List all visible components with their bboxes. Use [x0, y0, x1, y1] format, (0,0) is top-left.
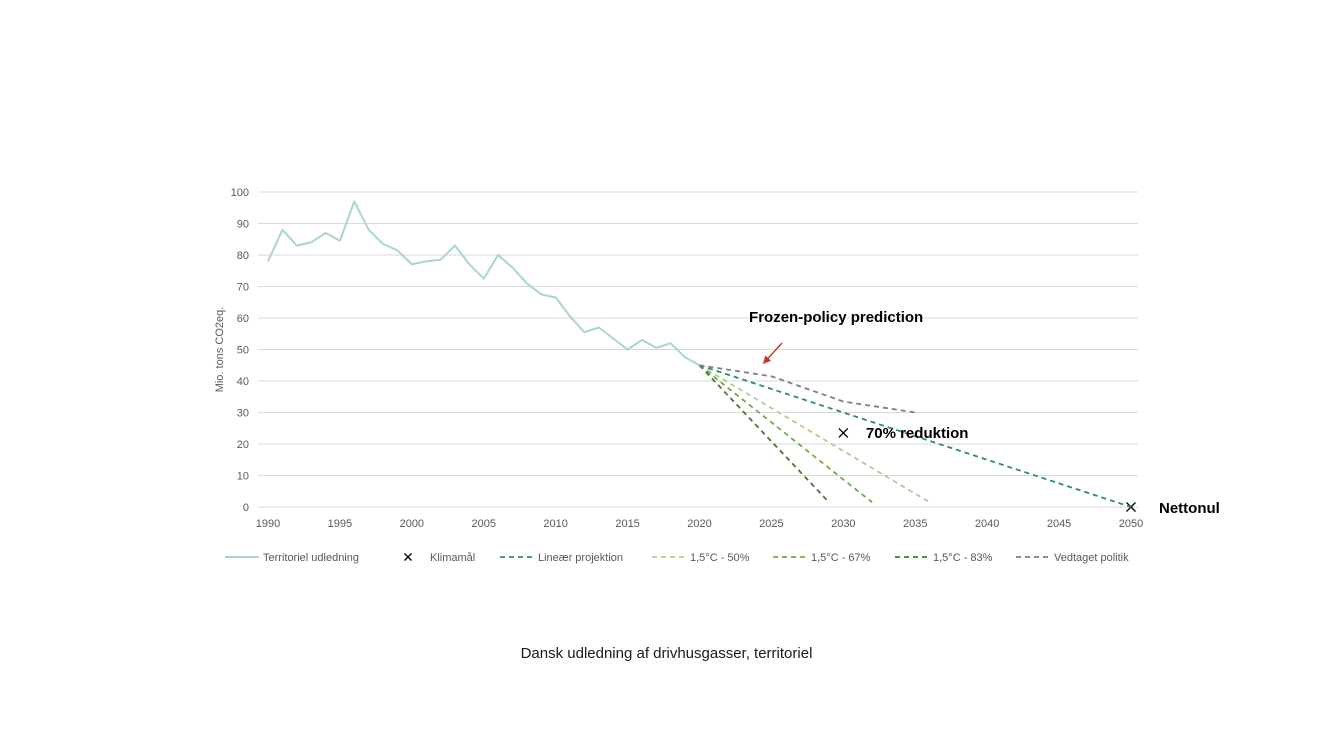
- legend-item-1: Klimamål: [404, 552, 475, 564]
- figure-caption: Dansk udledning af drivhusgasser, territ…: [520, 645, 813, 662]
- legend-label: 1,5°C - 67%: [811, 552, 871, 564]
- series-line-5: [698, 364, 830, 503]
- legend-label: 1,5°C - 83%: [933, 552, 993, 564]
- legend-item-4: 1,5°C - 67%: [773, 552, 871, 564]
- series-lines: [267, 200, 1136, 512]
- legend-item-6: Vedtaget politik: [1016, 552, 1129, 564]
- frozen-policy-annotation: Frozen-policy prediction: [749, 309, 923, 326]
- x-tick-label: 2040: [975, 518, 999, 530]
- legend-item-3: 1,5°C - 50%: [652, 552, 750, 564]
- y-tick-label: 90: [237, 219, 249, 231]
- legend-label: 1,5°C - 50%: [690, 552, 750, 564]
- legend-marker: [404, 553, 412, 561]
- y-tick-label: 60: [237, 313, 249, 325]
- y-tick-label: 100: [231, 187, 249, 199]
- x-tick-label: 2035: [903, 518, 927, 530]
- y-tick-label: 70: [237, 282, 249, 294]
- x-tick-label: 2020: [687, 518, 711, 530]
- legend-label: Lineær projektion: [538, 552, 623, 564]
- legend: Territoriel udledning Klimamål Lineær proj…: [225, 552, 1129, 564]
- y-axis-label: Mio. tons CO2eq.: [214, 307, 226, 393]
- frozen-policy-arrow: [762, 342, 783, 365]
- x-tick-label: 2050: [1119, 518, 1143, 530]
- klimamaal-marker: [838, 428, 849, 438]
- x-tick-label: 1990: [256, 518, 280, 530]
- gridlines: [258, 191, 1138, 508]
- x-tick-label: 2000: [400, 518, 424, 530]
- y-tick-label: 0: [243, 502, 249, 514]
- y-tick-label: 10: [237, 471, 249, 483]
- legend-item-0: Territoriel udledning: [225, 552, 359, 564]
- x-tick-label: 2045: [1047, 518, 1071, 530]
- series-line-4: [698, 364, 873, 504]
- legend-label: Klimamål: [430, 552, 475, 564]
- legend-label: Vedtaget politik: [1054, 552, 1129, 564]
- y-tick-label: 80: [237, 250, 249, 262]
- series-line-0: [267, 200, 700, 367]
- legend-item-2: Lineær projektion: [500, 552, 623, 564]
- y-tick-label: 50: [237, 345, 249, 357]
- x-tick-label: 2015: [615, 518, 639, 530]
- legend-label: Territoriel udledning: [263, 552, 359, 564]
- y-tick-label: 40: [237, 376, 249, 388]
- x-tick-label: 2030: [831, 518, 855, 530]
- x-tick-label: 2025: [759, 518, 783, 530]
- y-tick-label: 20: [237, 439, 249, 451]
- x-tick-label: 2010: [543, 518, 567, 530]
- annotations: Frozen-policy prediction 70% reduktion Net…: [749, 309, 1220, 517]
- y-tick-label: 30: [237, 408, 249, 420]
- x-tick-label: 2005: [472, 518, 496, 530]
- legend-item-5: 1,5°C - 83%: [895, 552, 993, 564]
- series-line-2: [699, 364, 1132, 508]
- nettonul-annotation: Nettonul: [1159, 500, 1220, 517]
- reduction-annotation: 70% reduktion: [866, 425, 969, 442]
- series-line-6: [699, 364, 916, 414]
- x-tick-label: 1995: [328, 518, 352, 530]
